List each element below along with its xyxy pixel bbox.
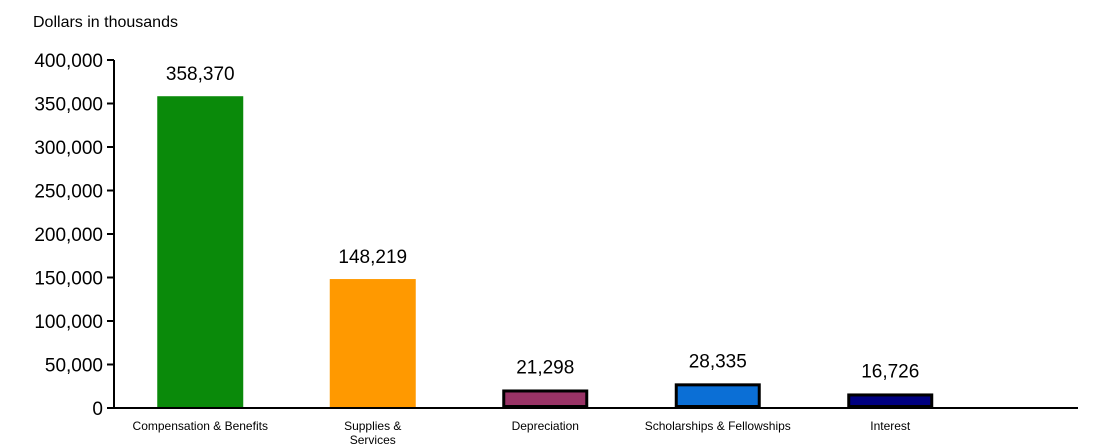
data-label: 21,298 [516, 357, 574, 378]
x-tick-label: Compensation & Benefits [133, 419, 268, 433]
data-labels-group: 358,370 148,219 21,298 28,335 16,726 [166, 64, 919, 382]
x-axis: Compensation & Benefits Supplies &Service… [114, 407, 1078, 447]
x-tick-label: Interest [870, 419, 911, 433]
y-tick-label: 350,000 [34, 95, 103, 116]
data-label: 16,726 [861, 361, 919, 382]
y-tick-label: 400,000 [34, 51, 103, 72]
x-tick-label: Services [350, 433, 396, 447]
y-tick-label: 300,000 [34, 138, 103, 159]
data-label: 28,335 [689, 351, 747, 372]
x-tick-label: Scholarships & Fellowships [645, 419, 791, 433]
y-tick-label: 150,000 [34, 269, 103, 290]
y-tick-label: 250,000 [34, 182, 103, 203]
y-axis-label: Dollars in thousands [33, 14, 178, 31]
bar [847, 393, 934, 409]
bar [674, 383, 761, 408]
x-tick-label: Supplies & [344, 419, 401, 433]
bar [157, 96, 244, 408]
y-tick-label: 50,000 [45, 356, 103, 377]
y-tick-label: 200,000 [34, 225, 103, 246]
data-label: 358,370 [166, 64, 235, 85]
data-label: 148,219 [338, 247, 407, 268]
bar [329, 279, 416, 408]
bar [502, 389, 589, 408]
x-tick-label: Depreciation [512, 419, 579, 433]
bars-group [157, 96, 934, 409]
y-tick-label: 100,000 [34, 312, 103, 333]
y-tick-label: 0 [92, 399, 103, 420]
y-axis: 0 50,000 100,000 150,000 200,000 250,000 300,0… [34, 51, 115, 420]
